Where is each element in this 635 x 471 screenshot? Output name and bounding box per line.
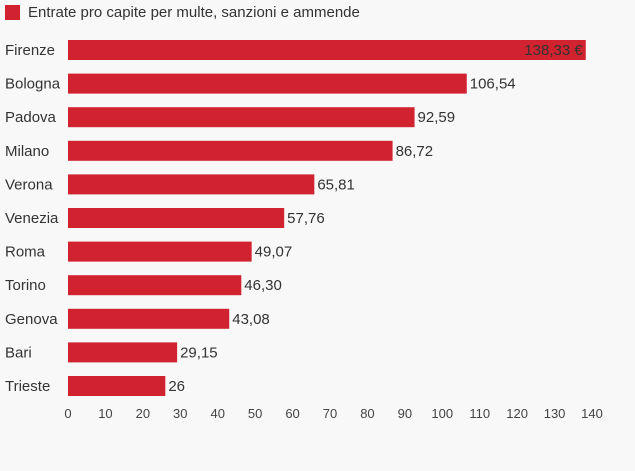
bar-venezia	[68, 208, 285, 228]
value-label: 29,15	[180, 344, 218, 361]
category-label: Firenze	[5, 42, 55, 59]
bar-bari	[68, 342, 178, 363]
x-tick-label: 0	[64, 406, 71, 421]
category-label: Venezia	[5, 210, 59, 227]
x-tick-label: 110	[469, 406, 490, 421]
category-label: Verona	[5, 176, 53, 193]
value-label: 92,59	[418, 109, 456, 126]
value-label: 43,08	[232, 311, 270, 328]
category-label: Torino	[5, 277, 46, 294]
value-label: 26	[168, 378, 185, 395]
legend: Entrate pro capite per multe, sanzioni e…	[5, 4, 360, 21]
bar-roma	[68, 241, 252, 262]
value-label: 65,81	[317, 176, 355, 193]
category-label: Bologna	[5, 76, 61, 93]
value-label: 46,30	[244, 277, 282, 294]
value-label: 57,76	[287, 210, 325, 227]
bar-bologna	[68, 73, 467, 94]
category-label: Roma	[5, 244, 46, 261]
value-label: 49,07	[255, 244, 293, 261]
x-tick-label: 120	[506, 406, 528, 421]
x-tick-label: 100	[431, 406, 453, 421]
x-tick-label: 50	[248, 406, 262, 421]
bar-verona	[68, 174, 315, 195]
legend-label: Entrate pro capite per multe, sanzioni e…	[28, 4, 360, 21]
x-tick-label: 80	[360, 406, 374, 421]
x-tick-label: 90	[398, 406, 412, 421]
value-label: 86,72	[396, 143, 434, 160]
x-tick-label: 20	[136, 406, 150, 421]
x-tick-label: 70	[323, 406, 337, 421]
bar-milano	[68, 140, 393, 161]
x-tick-label: 60	[285, 406, 299, 421]
x-tick-label: 40	[210, 406, 224, 421]
value-label: 138,33 €	[524, 42, 583, 59]
bar-torino	[68, 275, 242, 296]
bar-padova	[68, 107, 415, 128]
bar-trieste	[68, 376, 166, 396]
legend-swatch	[5, 5, 20, 20]
category-label: Genova	[5, 311, 58, 328]
x-tick-label: 130	[544, 406, 566, 421]
x-tick-label: 30	[173, 406, 187, 421]
category-label: Milano	[5, 143, 49, 160]
x-tick-label: 140	[581, 406, 603, 421]
value-label: 106,54	[470, 76, 516, 93]
category-label: Bari	[5, 344, 32, 361]
x-tick-label: 10	[98, 406, 112, 421]
bar-firenze	[68, 40, 586, 60]
bar-genova	[68, 308, 230, 329]
category-label: Padova	[5, 109, 57, 126]
category-label: Trieste	[5, 378, 50, 395]
